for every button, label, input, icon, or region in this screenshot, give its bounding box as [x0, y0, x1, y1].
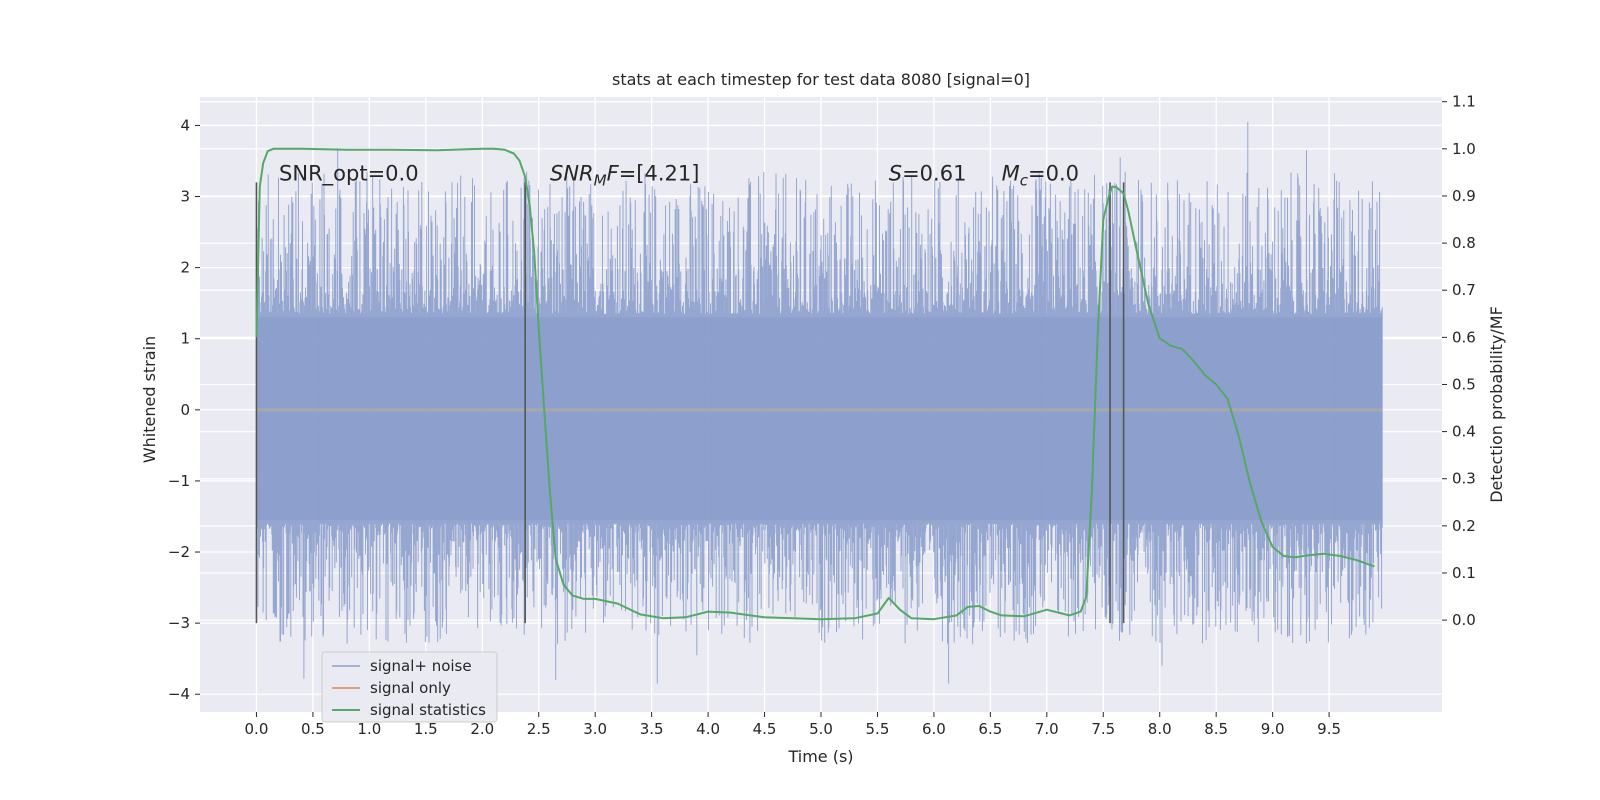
- y2-tick-label: 0.9: [1452, 187, 1476, 205]
- y2-axis-label: Detection probability/MF: [1487, 306, 1506, 503]
- x-tick-label: 7.0: [1035, 720, 1059, 738]
- x-tick-label: 5.0: [809, 720, 833, 738]
- legend-label-noise: signal+ noise: [370, 657, 472, 675]
- x-tick-label: 2.0: [470, 720, 494, 738]
- y-tick-label: −3: [168, 614, 190, 632]
- y-tick-label: 4: [180, 116, 190, 134]
- x-tick-label: 5.5: [866, 720, 890, 738]
- x-tick-label: 4.5: [753, 720, 777, 738]
- x-tick-label: 7.5: [1091, 720, 1115, 738]
- legend: signal+ noise signal only signal statist…: [321, 651, 498, 723]
- x-tick-label: 4.0: [696, 720, 720, 738]
- chart-title: stats at each timestep for test data 808…: [612, 70, 1030, 89]
- annotation-snr-opt: SNR_opt=0.0: [279, 161, 419, 186]
- y2-tick-label: 0.2: [1452, 517, 1476, 535]
- annotations: SNR_opt=0.0 SNRMF=[4.21] S=0.61 Mc=0.0: [279, 161, 1079, 189]
- noise-band: [256, 317, 1383, 521]
- x-tick-label: 0.0: [245, 720, 269, 738]
- y2-tick-label: 0.7: [1452, 281, 1476, 299]
- y-tick-label: 1: [180, 330, 190, 348]
- statistics-line: [255, 147, 1375, 621]
- x-tick-label: 0.5: [301, 720, 325, 738]
- y2-tick-label: 1.0: [1452, 140, 1476, 158]
- x-tick-label: 8.0: [1148, 720, 1172, 738]
- annotation-snr-mf: SNRMF=[4.21]: [550, 161, 699, 189]
- x-tick-label: 1.0: [357, 720, 381, 738]
- y2-tick-label: 1.1: [1452, 93, 1476, 111]
- legend-entry-signal: signal only: [332, 679, 451, 697]
- y-tick-label: 0: [180, 401, 190, 419]
- y-axis-ticks: −4 −3 −2 −1 0 1 2 3 4: [168, 116, 200, 703]
- x-axis-ticks: 0.0 0.5 1.0 1.5 2.0 2.5 3.0 3.5 4.0 4.5 5.0 5.5 6.0 6…: [245, 712, 1341, 738]
- y-tick-label: −4: [168, 685, 190, 703]
- y2-tick-label: 0.4: [1452, 423, 1476, 441]
- y-tick-label: −2: [168, 543, 190, 561]
- y2-tick-label: 0.1: [1452, 564, 1476, 582]
- y-axis-label: Whitened strain: [140, 336, 159, 463]
- x-tick-label: 9.0: [1261, 720, 1285, 738]
- x-axis-label: Time (s): [787, 747, 853, 766]
- legend-entry-noise: signal+ noise: [332, 657, 472, 675]
- x-tick-label: 2.5: [527, 720, 551, 738]
- y-tick-label: 3: [180, 188, 190, 206]
- noise-series: [256, 121, 1383, 684]
- y2-tick-label: 0.0: [1452, 611, 1476, 629]
- y2-tick-label: 0.5: [1452, 375, 1476, 393]
- statistics-series: [255, 147, 1375, 621]
- legend-entry-statistics: signal statistics: [332, 701, 486, 719]
- legend-label-signal: signal only: [370, 679, 451, 697]
- x-tick-label: 6.5: [978, 720, 1002, 738]
- annotation-s-stat: S=0.61: [889, 161, 967, 185]
- y2-tick-label: 0.6: [1452, 328, 1476, 346]
- x-tick-label: 8.5: [1204, 720, 1228, 738]
- x-tick-label: 6.0: [922, 720, 946, 738]
- annotation-mc: Mc=0.0: [1002, 161, 1079, 189]
- y2-tick-label: 0.3: [1452, 470, 1476, 488]
- x-tick-label: 1.5: [414, 720, 438, 738]
- y-tick-label: −1: [168, 472, 190, 490]
- legend-label-statistics: signal statistics: [370, 701, 486, 719]
- x-tick-label: 9.5: [1317, 720, 1341, 738]
- y2-axis-ticks: 0.0 0.1 0.2 0.3 0.4 0.5 0.6 0.7 0.8 0.9 1.0 1.1: [1442, 93, 1476, 629]
- x-tick-label: 3.0: [583, 720, 607, 738]
- x-tick-label: 3.5: [640, 720, 664, 738]
- vertical-markers: [255, 182, 1125, 624]
- legend-box: [321, 651, 498, 723]
- y-tick-label: 2: [180, 259, 190, 277]
- y2-tick-label: 0.8: [1452, 234, 1476, 252]
